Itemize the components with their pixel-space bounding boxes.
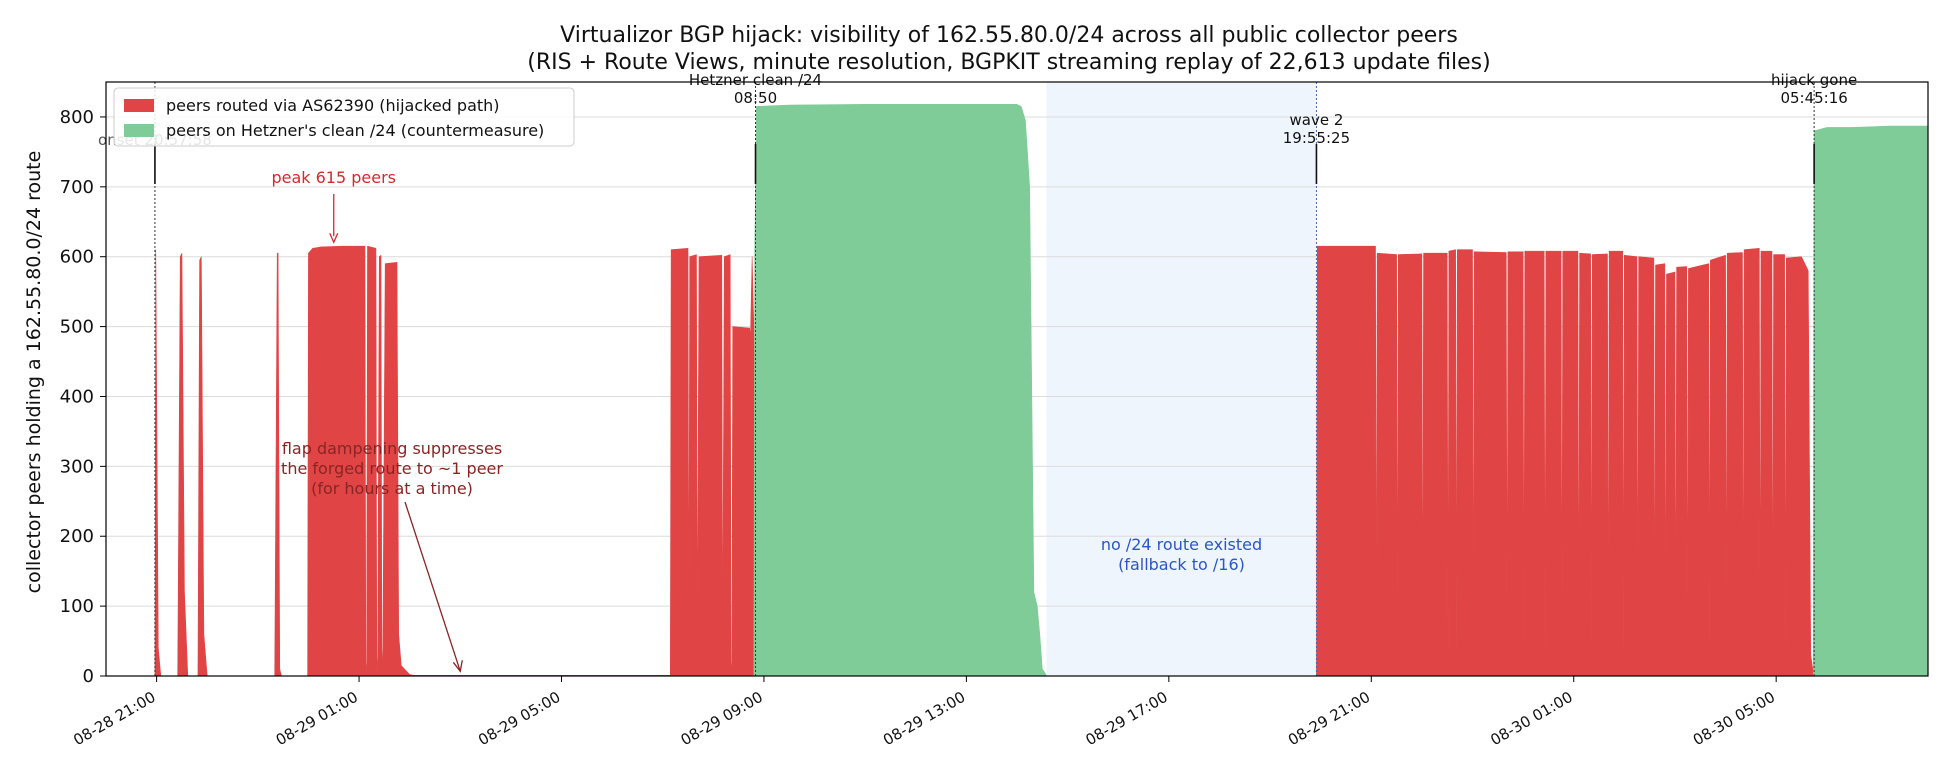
plot-frame: [105, 81, 1929, 677]
peak-annotation-arrowhead: [329, 232, 339, 244]
chart-subtitle: (RIS + Route Views, minute resolution, B…: [527, 50, 1490, 75]
text-line: 08:50: [734, 89, 777, 107]
gap-band-layer: no /24 route existed (fallback to /16): [1046, 82, 1317, 676]
y-tick-label: 500: [60, 317, 94, 338]
text-line: 05:45:16: [1780, 89, 1847, 107]
x-tick-label: 08-30 01:00: [1487, 688, 1575, 749]
y-tick-label: 0: [83, 666, 94, 687]
x-tick-label: 08-28 21:00: [70, 688, 158, 749]
legend-label-clean: peers on Hetzner's clean /24 (countermea…: [166, 121, 544, 140]
x-tick-label: 08-29 05:00: [475, 688, 563, 749]
y-axis-label: collector peers holding a 162.55.80.0/24…: [23, 151, 45, 594]
annotation-layer: peak 615 peers flap dampening suppresses t…: [271, 168, 503, 673]
clean-series-area: [753, 104, 1929, 677]
text-line: 19:55:25: [1283, 129, 1350, 147]
text-line: peak 615 peers: [271, 168, 396, 187]
x-tick-label: 08-29 09:00: [678, 688, 766, 749]
text-line: (fallback to /16): [1118, 555, 1245, 574]
y-tick-label: 200: [60, 526, 94, 547]
y-tick-label: 100: [60, 596, 94, 617]
y-tick-label: 700: [60, 177, 94, 198]
y-tick-label: 600: [60, 247, 94, 268]
x-tick-label: 08-29 17:00: [1083, 688, 1171, 749]
y-tick-label: 300: [60, 456, 94, 477]
text-line: (for hours at a time): [311, 479, 473, 498]
dampening-annotation-label: flap dampening suppresses the forged rout…: [281, 439, 503, 498]
event-marker-label: wave 2 19:55:25: [1283, 111, 1350, 147]
legend-swatch-clean: [124, 124, 154, 137]
text-line: the forged route to ~1 peer: [281, 459, 503, 478]
text-line: flap dampening suppresses: [282, 439, 502, 458]
x-tick-label: 08-30 05:00: [1690, 688, 1778, 749]
text-line: Hetzner clean /24: [689, 71, 822, 89]
x-tick-label: 08-29 01:00: [273, 688, 361, 749]
hijack-series-area: [154, 245, 1929, 677]
legend: peers routed via AS62390 (hijacked path)…: [113, 87, 575, 147]
chart-title: Virtualizor BGP hijack: visibility of 16…: [560, 23, 1458, 48]
text-line: no /24 route existed: [1101, 535, 1262, 554]
y-tick-label: 800: [60, 107, 94, 128]
event-marker-label: hijack gone 05:45:16: [1771, 71, 1857, 107]
dampening-annotation-arrowhead: [452, 660, 463, 673]
series-area-layer: [154, 104, 1929, 677]
gap-band: [1046, 82, 1317, 676]
text-line: hijack gone: [1771, 71, 1857, 89]
gap-band-label: no /24 route existed (fallback to /16): [1101, 535, 1262, 574]
x-tick-label: 08-29 13:00: [880, 688, 968, 749]
y-tick-label: 400: [60, 386, 94, 407]
event-marker-label: Hetzner clean /24 08:50: [689, 71, 822, 107]
legend-swatch-hijack: [124, 99, 154, 112]
text-line: wave 2: [1290, 111, 1344, 129]
legend-box: [113, 87, 575, 147]
peak-annotation-label: peak 615 peers: [271, 168, 396, 187]
legend-label-hijack: peers routed via AS62390 (hijacked path): [166, 96, 500, 115]
x-tick-label: 08-29 21:00: [1285, 688, 1373, 749]
dampening-annotation-arrow: [404, 501, 461, 672]
